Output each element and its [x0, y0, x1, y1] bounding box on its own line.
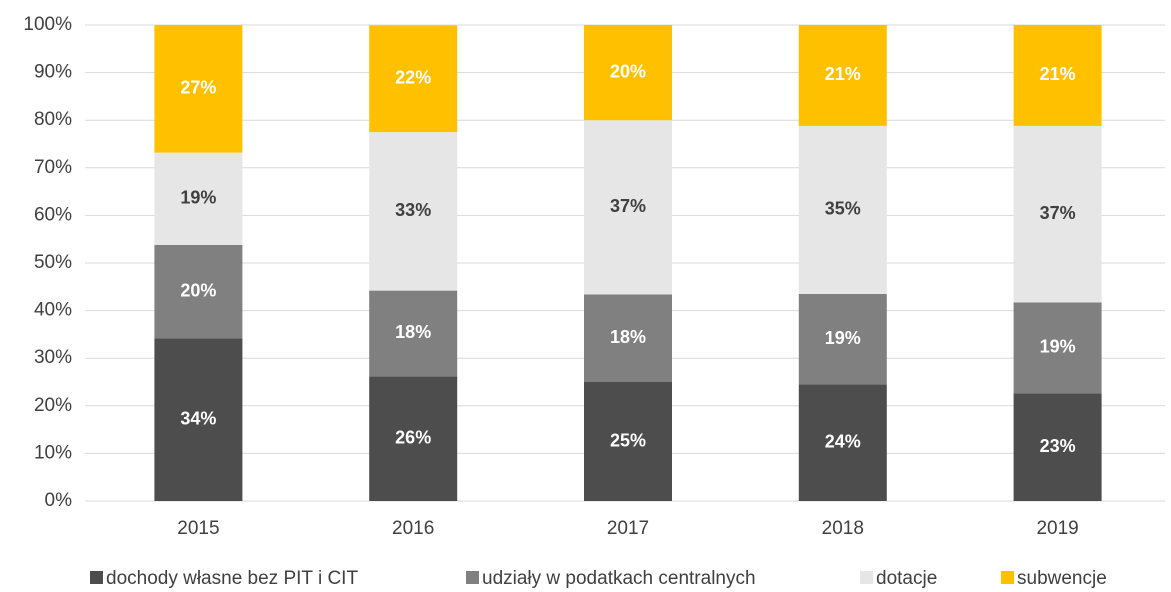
y-tick-label: 60% — [34, 204, 72, 225]
bar-segment — [798, 125, 887, 294]
data-label: 21% — [1040, 64, 1076, 84]
bar-segment — [1013, 125, 1102, 303]
bar-segment — [154, 244, 243, 339]
legend-swatch — [1001, 571, 1014, 584]
bar-segment — [369, 290, 458, 377]
bar-segment — [584, 25, 672, 121]
data-label: 22% — [395, 68, 431, 88]
y-tick-label: 40% — [34, 300, 72, 321]
y-tick-label: 80% — [34, 109, 72, 130]
bar-segment — [369, 132, 458, 291]
x-tick-label: 2017 — [607, 518, 649, 539]
legend-label: udziały w podatkach centralnych — [482, 568, 756, 589]
data-label: 37% — [1040, 203, 1076, 223]
data-label: 26% — [395, 427, 431, 447]
y-tick-label: 0% — [45, 490, 73, 511]
data-label: 24% — [825, 431, 861, 451]
data-label: 37% — [610, 196, 646, 216]
y-tick-label: 90% — [34, 62, 72, 83]
bar-segment — [584, 294, 672, 382]
bar-segment — [154, 25, 243, 153]
data-label: 25% — [610, 430, 646, 450]
data-label: 35% — [825, 199, 861, 219]
x-tick-label: 2019 — [1036, 518, 1078, 539]
data-label: 20% — [180, 280, 216, 300]
data-label: 19% — [180, 187, 216, 207]
data-label: 33% — [395, 200, 431, 220]
data-label: 19% — [1040, 337, 1076, 357]
legend-swatch — [466, 571, 479, 584]
y-tick-label: 50% — [34, 252, 72, 273]
bar-segment — [369, 376, 458, 501]
y-tick-label: 20% — [34, 395, 72, 416]
x-tick-label: 2016 — [392, 518, 434, 539]
legend-label: dochody własne bez PIT i CIT — [106, 568, 358, 589]
data-label: 18% — [395, 322, 431, 342]
y-tick-label: 70% — [34, 157, 72, 178]
data-label: 34% — [180, 408, 216, 428]
bar-segment — [798, 293, 887, 385]
data-label: 19% — [825, 328, 861, 348]
y-tick-label: 100% — [23, 14, 72, 35]
bar-segment — [584, 382, 672, 501]
bar-segment — [1013, 302, 1102, 394]
legend-label: dotacje — [876, 568, 937, 589]
bar-segment — [154, 152, 243, 245]
x-tick-label: 2015 — [177, 518, 219, 539]
data-label: 18% — [610, 327, 646, 347]
bar-segment — [1013, 25, 1102, 126]
data-label: 20% — [610, 61, 646, 81]
data-label: 23% — [1040, 436, 1076, 456]
data-label: 27% — [180, 78, 216, 98]
data-label: 21% — [825, 64, 861, 84]
y-tick-label: 10% — [34, 442, 72, 463]
legend-swatch — [860, 571, 873, 584]
bar-segment — [154, 338, 243, 501]
bar-segment — [798, 384, 887, 501]
legend-label: subwencje — [1017, 568, 1107, 589]
legend-swatch — [90, 571, 103, 584]
bar-segment — [1013, 393, 1102, 501]
x-tick-label: 2018 — [822, 518, 864, 539]
bar-segment — [369, 25, 458, 133]
y-tick-label: 30% — [34, 347, 72, 368]
bar-segment — [584, 120, 672, 295]
bar-segment — [798, 25, 887, 126]
